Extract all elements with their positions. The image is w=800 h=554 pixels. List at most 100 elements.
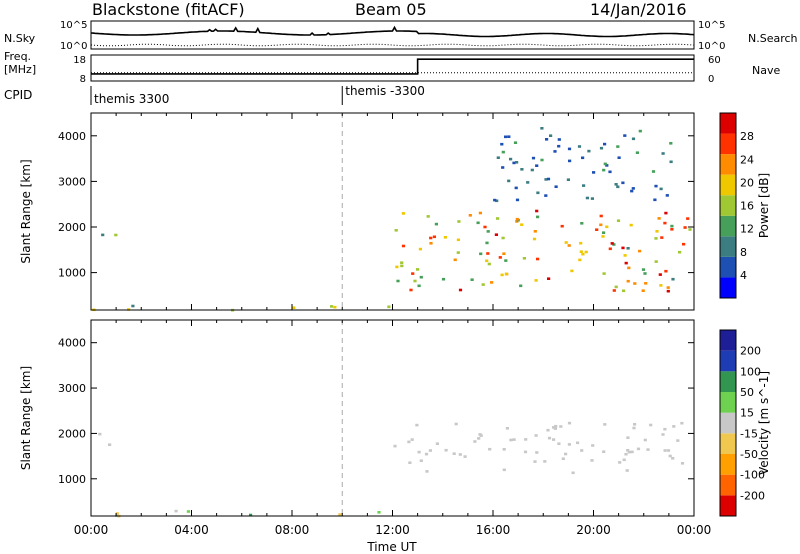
data-cell — [661, 152, 665, 155]
colorbar-tick-label: 20 — [740, 176, 754, 189]
data-cell — [395, 265, 399, 269]
data-cell — [602, 168, 606, 172]
data-cell — [520, 223, 524, 226]
data-cell — [612, 289, 616, 292]
data-cell — [505, 427, 509, 430]
data-cell — [605, 164, 609, 167]
data-cell — [633, 282, 637, 285]
data-cell — [429, 242, 433, 245]
data-cell — [624, 452, 628, 456]
colorbar-swatch — [720, 236, 736, 257]
y-tick-label: 3000 — [58, 382, 86, 395]
data-cell — [635, 151, 639, 154]
freq-unit-label: [MHz] — [4, 63, 36, 76]
data-cell — [669, 142, 673, 145]
data-cell — [408, 461, 412, 464]
noise-tick-label: 10^5 — [60, 20, 87, 31]
data-cell — [407, 440, 411, 444]
data-cell — [672, 425, 676, 428]
colorbar-tick-label: -200 — [740, 489, 765, 502]
colorbar-tick-label: 12 — [740, 223, 754, 236]
data-cell — [454, 422, 458, 426]
data-cell — [602, 450, 606, 453]
data-cell — [533, 460, 537, 463]
data-cell — [602, 272, 606, 275]
data-cell — [540, 127, 544, 130]
data-cell — [590, 459, 594, 462]
data-cell — [463, 455, 467, 458]
data-cell — [595, 228, 599, 231]
data-cell — [665, 194, 669, 197]
data-cell — [481, 283, 485, 286]
noise-search-line — [90, 43, 695, 47]
colorbar-label: Velocity [m s^-1] — [757, 371, 771, 475]
data-cell — [664, 269, 668, 273]
power-frame — [90, 112, 695, 311]
x-axis-label: Time UT — [366, 540, 417, 554]
data-cell — [401, 212, 405, 215]
data-cell — [610, 242, 614, 245]
data-cell — [624, 261, 628, 265]
data-cell — [646, 448, 650, 451]
data-cell — [522, 257, 526, 260]
x-tick-label: 08:00 — [275, 523, 310, 537]
data-cell — [579, 250, 583, 253]
data-cell — [490, 281, 494, 284]
data-cell — [417, 450, 421, 454]
data-cell — [626, 279, 630, 283]
data-cell — [578, 258, 582, 262]
data-cell — [601, 235, 605, 238]
data-cell — [513, 141, 518, 144]
data-cell — [249, 513, 253, 517]
beam-label: Beam 05 — [355, 0, 427, 19]
data-cell — [456, 251, 460, 254]
colorbar-tick-label: 200 — [740, 345, 761, 358]
data-cell — [544, 178, 548, 181]
x-tick-label: 00:00 — [74, 523, 109, 537]
data-cell — [580, 449, 584, 452]
data-cell — [603, 423, 607, 426]
data-cell — [638, 129, 642, 133]
colorbar-tick-label: 15 — [740, 407, 754, 420]
data-cell — [599, 146, 604, 150]
colorbar-swatch — [720, 412, 736, 434]
data-cell — [616, 219, 621, 222]
data-cell — [500, 142, 504, 146]
data-cell — [536, 215, 540, 219]
data-cell — [101, 233, 105, 237]
data-cell — [668, 454, 672, 458]
data-cell — [441, 277, 446, 281]
colorbar-frame — [719, 329, 737, 517]
colorbar-tick-label: 28 — [740, 130, 754, 143]
data-cell — [479, 252, 483, 256]
data-cell — [629, 223, 633, 227]
data-cell — [579, 241, 583, 245]
y-tick-label: 1000 — [58, 267, 86, 280]
data-cell — [567, 443, 571, 446]
data-cell — [641, 289, 645, 292]
data-cell — [401, 244, 406, 248]
data-cell — [633, 423, 637, 426]
colorbar-swatch — [720, 495, 736, 516]
data-cell — [415, 423, 419, 427]
data-cell — [452, 452, 456, 455]
freq-tick-label: 8 — [80, 74, 86, 85]
colorbar-swatch — [720, 195, 736, 216]
data-cell — [614, 285, 618, 289]
data-cell — [498, 256, 502, 259]
data-cell — [413, 279, 417, 283]
data-cell — [621, 181, 625, 185]
colorbar-swatch — [720, 256, 736, 278]
data-cell — [338, 513, 342, 516]
data-cell — [530, 168, 534, 172]
data-cell — [485, 259, 489, 263]
data-cell — [400, 261, 404, 264]
data-cell — [504, 259, 508, 262]
data-cell — [608, 247, 612, 251]
data-cell — [599, 223, 603, 227]
y-tick-label: 2000 — [58, 427, 86, 440]
colorbar-swatch — [720, 433, 736, 454]
data-cell — [643, 438, 647, 442]
cpid-mode-label: themis 3300 — [94, 92, 169, 106]
y-tick-label: 4000 — [58, 337, 86, 350]
